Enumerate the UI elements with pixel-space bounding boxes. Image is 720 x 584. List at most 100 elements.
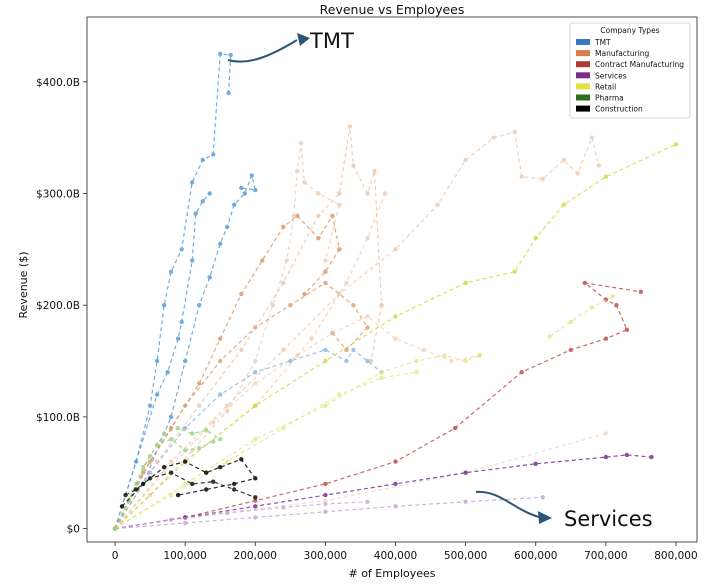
data-point-retail xyxy=(379,370,384,375)
series-services xyxy=(112,495,545,531)
data-point-manufacturing xyxy=(323,280,328,286)
data-point-tmt xyxy=(200,157,205,163)
data-point-manufacturing xyxy=(365,236,370,241)
data-point-manufacturing xyxy=(463,157,468,163)
data-point-contract-manufacturing xyxy=(582,280,587,286)
data-point-contract-manufacturing xyxy=(452,425,458,431)
data-point-manufacturing xyxy=(253,358,258,364)
data-point-manufacturing xyxy=(337,247,342,252)
data-point-construction xyxy=(190,481,195,487)
data-point-retail xyxy=(603,174,609,179)
data-point-manufacturing xyxy=(344,347,349,353)
data-point-services xyxy=(225,510,230,516)
data-point-services xyxy=(540,495,545,500)
data-point-tmt xyxy=(179,247,184,252)
tmt-annotation-arrow xyxy=(227,39,298,63)
data-point-services xyxy=(323,501,328,507)
data-point-retail xyxy=(477,353,482,358)
data-point-retail xyxy=(414,358,419,364)
x-axis-label: # of Employees xyxy=(348,567,435,580)
x-tick-label: 200,000 xyxy=(234,550,277,562)
data-point-tmt xyxy=(226,90,231,96)
data-point-manufacturing xyxy=(561,157,566,163)
data-point-tmt xyxy=(168,269,174,274)
data-point-manufacturing xyxy=(281,224,286,230)
legend-label-pharma: Pharma xyxy=(595,94,624,103)
data-point-retail xyxy=(337,392,342,397)
data-point-construction xyxy=(119,504,125,509)
data-point-tmt xyxy=(253,370,258,375)
legend-swatch-tmt xyxy=(576,39,590,45)
data-point-services xyxy=(323,492,328,498)
legend-swatch-manufacturing xyxy=(576,50,590,57)
data-point-services xyxy=(183,520,188,526)
data-point-retail xyxy=(442,353,447,358)
data-point-manufacturing xyxy=(211,420,216,425)
series-line-contract-manufacturing xyxy=(114,281,641,530)
data-point-manufacturing xyxy=(351,163,356,168)
data-point-retail xyxy=(253,403,258,408)
data-point-manufacturing xyxy=(225,403,230,408)
data-point-tmt xyxy=(183,358,188,364)
data-point-retail xyxy=(323,358,328,364)
data-point-manufacturing xyxy=(253,381,258,386)
data-point-tmt xyxy=(154,392,160,397)
services-annotation: Services xyxy=(564,507,653,531)
data-point-retail xyxy=(589,305,594,310)
data-point-tmt xyxy=(207,275,212,280)
data-point-services xyxy=(533,461,538,466)
data-point-manufacturing xyxy=(218,336,223,341)
data-point-manufacturing xyxy=(323,269,328,274)
data-point-manufacturing xyxy=(239,291,244,297)
data-point-retail xyxy=(533,236,538,241)
data-point-retail xyxy=(463,358,468,364)
legend-swatch-retail xyxy=(576,83,590,90)
data-point-manufacturing xyxy=(270,303,275,308)
data-point-tmt xyxy=(175,336,181,341)
series-layer xyxy=(112,51,679,531)
data-point-manufacturing xyxy=(603,431,609,436)
data-point-contract-manufacturing xyxy=(253,498,258,503)
data-point-retail xyxy=(393,314,398,319)
data-point-services xyxy=(323,509,328,514)
series-line-retail xyxy=(549,295,614,337)
data-point-construction xyxy=(204,470,209,475)
data-point-tmt xyxy=(218,51,223,57)
data-point-manufacturing xyxy=(316,236,321,241)
data-point-services xyxy=(463,499,468,504)
data-point-manufacturing xyxy=(239,347,244,353)
data-point-manufacturing xyxy=(347,124,353,129)
data-point-manufacturing xyxy=(298,141,304,146)
series-line-tmt xyxy=(114,349,382,529)
data-point-services xyxy=(253,504,258,509)
data-point-construction xyxy=(183,459,188,464)
data-point-pharma xyxy=(211,439,216,444)
data-point-services xyxy=(603,454,609,460)
data-point-manufacturing xyxy=(154,459,160,464)
data-point-retail xyxy=(547,334,552,339)
data-point-manufacturing xyxy=(365,191,370,196)
data-point-pharma xyxy=(183,448,188,453)
data-point-tmt xyxy=(161,303,167,308)
data-point-retail xyxy=(673,142,679,147)
data-point-tmt xyxy=(147,403,153,408)
data-point-manufacturing xyxy=(281,347,286,353)
series-line-construction xyxy=(125,472,256,498)
data-point-contract-manufacturing xyxy=(614,303,619,308)
data-point-pharma xyxy=(190,431,195,436)
data-point-retail xyxy=(414,370,419,375)
data-point-manufacturing xyxy=(197,403,202,408)
series-manufacturing xyxy=(112,141,342,531)
y-tick-label: $400.0B xyxy=(36,77,80,89)
data-point-services xyxy=(393,481,398,487)
data-point-services xyxy=(253,515,258,520)
data-point-tmt xyxy=(344,358,349,364)
data-point-manufacturing xyxy=(323,258,328,263)
legend-swatch-construction xyxy=(576,105,590,112)
data-point-tmt xyxy=(249,173,254,178)
data-point-manufacturing xyxy=(540,176,545,182)
data-point-retail xyxy=(568,319,573,325)
data-point-manufacturing xyxy=(519,174,524,179)
data-point-tmt xyxy=(225,224,230,230)
data-point-services xyxy=(649,454,654,460)
